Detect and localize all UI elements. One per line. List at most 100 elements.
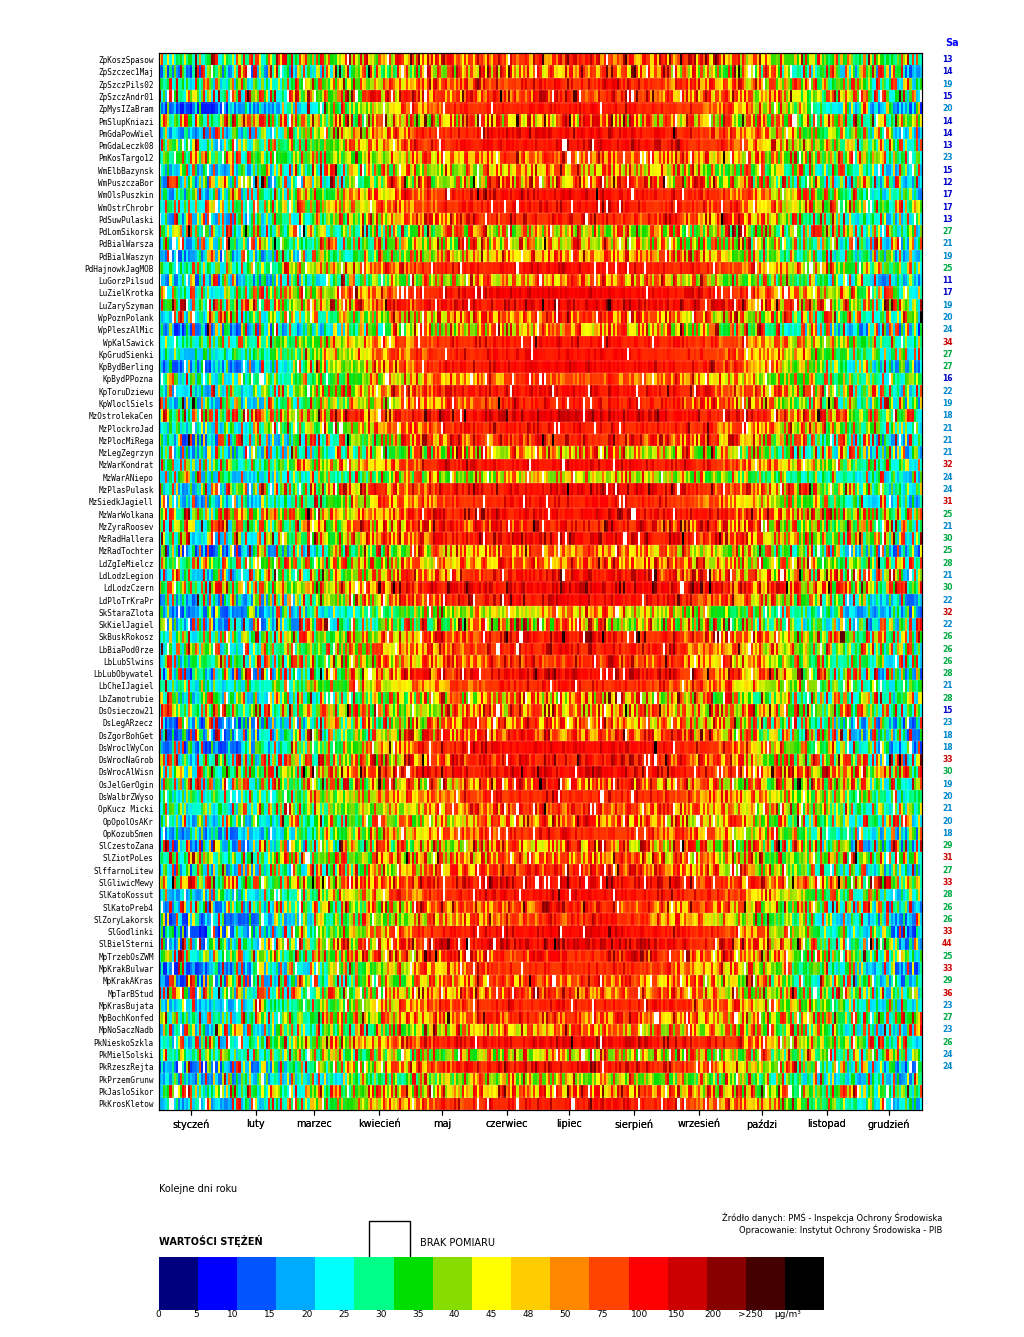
Text: 18: 18 [942,412,952,420]
Text: 25: 25 [338,1310,349,1320]
Text: 29: 29 [942,841,952,850]
Text: 20: 20 [942,792,952,801]
Bar [393,1257,433,1310]
Bar [629,1257,668,1310]
Text: 150: 150 [668,1310,685,1320]
Text: 17: 17 [942,202,952,211]
Bar [472,1257,511,1310]
Text: 21: 21 [942,239,952,249]
Text: 19: 19 [942,301,952,310]
Text: 12: 12 [942,178,952,187]
Text: 0: 0 [156,1310,162,1320]
Text: 33: 33 [942,878,952,886]
Text: 22: 22 [942,595,952,604]
Text: Źródło danych: PMŚ - Inspekcja Ochrony Środowiska
Opracowanie: Instytut Ochrony : Źródło danych: PMŚ - Inspekcja Ochrony Ś… [722,1213,942,1235]
Text: 27: 27 [942,1013,952,1021]
Text: 28: 28 [942,694,952,703]
Text: 16: 16 [942,374,952,384]
Text: 26: 26 [942,656,952,666]
Bar [668,1257,707,1310]
Bar [198,1257,237,1310]
Text: 33: 33 [942,964,952,973]
Text: 28: 28 [942,890,952,900]
Text: 31: 31 [942,497,952,507]
Bar [785,1257,824,1310]
Text: 34: 34 [942,338,952,346]
Text: 18: 18 [942,829,952,838]
Text: 19: 19 [942,398,952,408]
Bar [159,1257,198,1310]
Text: 15: 15 [942,166,952,175]
Text: 24: 24 [942,485,952,493]
Bar [590,1257,629,1310]
Bar [276,1257,315,1310]
Text: 22: 22 [942,386,952,396]
Text: 25: 25 [942,263,952,273]
Text: 75: 75 [597,1310,608,1320]
Text: 33: 33 [942,927,952,936]
Text: 44: 44 [942,940,952,948]
Text: 36: 36 [942,988,952,997]
Text: 27: 27 [942,350,952,358]
Text: 30: 30 [942,583,952,592]
Text: 26: 26 [942,915,952,924]
Text: 21: 21 [942,521,952,531]
Text: 45: 45 [485,1310,498,1320]
Text: 25: 25 [942,547,952,555]
Text: 30: 30 [942,767,952,777]
Text: 40: 40 [449,1310,460,1320]
Text: 18: 18 [942,730,952,739]
Text: 21: 21 [942,682,952,690]
Text: 21: 21 [942,436,952,445]
Bar [746,1257,785,1310]
Text: 22: 22 [942,620,952,630]
Text: 20: 20 [942,104,952,114]
Bar [315,1257,354,1310]
Text: 14: 14 [942,116,952,126]
Text: 23: 23 [942,1001,952,1009]
Bar [354,1257,393,1310]
Text: 28: 28 [942,670,952,678]
Text: 50: 50 [560,1310,571,1320]
Text: 20: 20 [942,313,952,322]
Text: 32: 32 [942,460,952,469]
Text: 15: 15 [264,1310,275,1320]
Bar [433,1257,472,1310]
Text: 17: 17 [942,190,952,199]
Text: 21: 21 [942,448,952,457]
Text: 21: 21 [942,571,952,580]
Text: Sa: Sa [945,39,959,48]
Text: 35: 35 [412,1310,423,1320]
Text: 30: 30 [375,1310,386,1320]
Text: 24: 24 [942,1050,952,1059]
Text: 26: 26 [942,1038,952,1047]
Text: μg/m³: μg/m³ [774,1310,801,1320]
Text: 100: 100 [631,1310,648,1320]
Text: 23: 23 [942,154,952,162]
Text: 18: 18 [942,743,952,751]
Bar [511,1257,550,1310]
Text: 13: 13 [942,55,952,64]
Text: 21: 21 [942,424,952,433]
Text: 24: 24 [942,473,952,481]
Text: 31: 31 [942,853,952,862]
Text: 14: 14 [942,67,952,76]
Text: 48: 48 [523,1310,535,1320]
Text: 32: 32 [942,608,952,616]
Text: 19: 19 [942,80,952,88]
Bar [369,1221,410,1263]
Text: 200: 200 [705,1310,722,1320]
Text: BRAK POMIARU: BRAK POMIARU [420,1238,495,1249]
Text: 30: 30 [942,533,952,543]
Text: 13: 13 [942,215,952,223]
Text: 23: 23 [942,1025,952,1035]
Text: 28: 28 [942,559,952,568]
Text: 11: 11 [942,277,952,285]
Text: 21: 21 [942,805,952,813]
Bar [707,1257,746,1310]
Text: 5: 5 [193,1310,199,1320]
Text: WARTOŚCI STĘŻEŃ: WARTOŚCI STĘŻEŃ [159,1235,262,1247]
Text: 27: 27 [942,362,952,372]
Text: 17: 17 [942,289,952,297]
Text: 27: 27 [942,866,952,874]
